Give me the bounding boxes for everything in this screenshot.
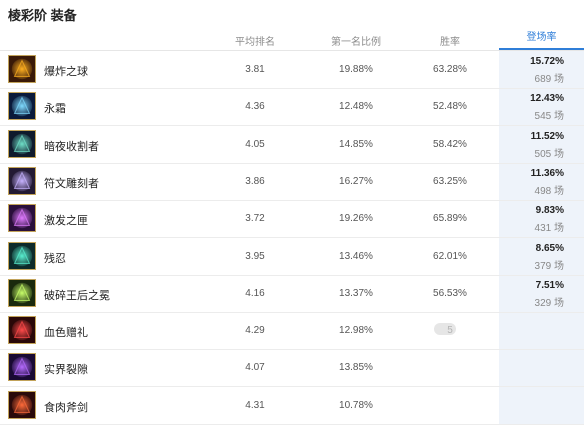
item-name[interactable]: 残忍 — [44, 252, 66, 265]
first-rate-value: 12.48% — [339, 101, 373, 113]
pick-rate-column-highlight — [499, 50, 584, 424]
realm-rift-icon — [8, 353, 36, 382]
games-count: 545 场 — [534, 111, 564, 123]
avg-rank-value: 4.36 — [245, 101, 265, 113]
first-rate-value: 13.85% — [339, 362, 373, 374]
first-rate-value: 19.26% — [339, 213, 373, 225]
games-count: 379 场 — [534, 260, 564, 272]
first-rate-value: 14.85% — [339, 138, 373, 150]
pick-rate-value: 11.36% — [530, 167, 564, 179]
table-row[interactable]: 破碎王后之冕 4.16 13.37% 56.53% 7.51% 329 场 — [0, 275, 584, 313]
games-count: 498 场 — [534, 185, 564, 197]
table-row[interactable]: 食肉斧剑 4.31 10.78% — [0, 387, 584, 425]
explosion-orb-icon — [8, 55, 36, 83]
pick-rate-value: 12.43% — [530, 93, 564, 105]
everfrost-icon — [8, 92, 36, 121]
table-header: 平均排名 第一名比例 胜率 登场率 — [0, 24, 584, 51]
item-name[interactable]: 破碎王后之冕 — [44, 289, 110, 302]
first-rate-value: 10.78% — [339, 399, 373, 411]
avg-rank-value: 4.31 — [245, 399, 265, 411]
pick-rate-value: 9.83% — [535, 205, 564, 217]
win-rate-value: 56.53% — [433, 287, 467, 299]
first-rate-value: 19.88% — [339, 64, 373, 75]
win-rate-value: 63.28% — [433, 64, 467, 75]
avg-rank-value: 4.07 — [245, 362, 265, 374]
pick-rate-value: 11.52% — [530, 130, 564, 142]
pick-rate-value: 8.65% — [535, 242, 564, 254]
avg-rank-value: 4.16 — [245, 287, 265, 299]
first-rate-value: 13.46% — [339, 250, 373, 262]
cruelty-icon — [8, 241, 36, 270]
item-name[interactable]: 激发之匣 — [44, 215, 88, 228]
item-name[interactable]: 实界裂隙 — [44, 364, 88, 377]
pick-rate-value: 15.72% — [530, 56, 564, 67]
avg-rank-value: 3.86 — [245, 175, 265, 187]
header-win-rate[interactable]: 胜率 — [440, 37, 460, 48]
games-count: 505 场 — [534, 148, 564, 160]
first-rate-value: 12.98% — [339, 325, 373, 337]
games-count: 329 场 — [534, 297, 564, 309]
pick-rate-value: 7.51% — [535, 279, 564, 291]
table-row[interactable]: 爆炸之球 3.81 19.88% 63.28% 15.72% 689 场 — [0, 51, 584, 89]
table-row[interactable]: 实界裂隙 4.07 13.85% — [0, 349, 584, 388]
table-row[interactable]: 符文雕刻者 3.86 16.27% 63.25% 11.36% 498 场 — [0, 163, 584, 201]
win-rate-value: 62.01% — [433, 250, 467, 262]
first-rate-value: 13.37% — [339, 287, 373, 299]
table-row[interactable]: 永霜 4.36 12.48% 52.48% 12.43% 545 场 — [0, 88, 584, 127]
avg-rank-value: 4.05 — [245, 138, 265, 150]
blood-gift-icon — [8, 316, 36, 345]
header-pick-rate[interactable]: 登场率 — [499, 24, 584, 50]
item-name[interactable]: 食肉斧剑 — [44, 401, 88, 414]
carnivore-axe-icon — [8, 390, 36, 419]
page-title: 棱彩阶 装备 — [8, 8, 77, 23]
avg-rank-value: 3.72 — [245, 213, 265, 225]
item-name[interactable]: 血色赠礼 — [44, 327, 88, 340]
runecarver-icon — [8, 166, 36, 195]
win-rate-value: 58.42% — [433, 138, 467, 150]
header-first-rate[interactable]: 第一名比例 — [331, 37, 381, 48]
radiant-box-icon — [8, 204, 36, 233]
shattered-crown-icon — [8, 278, 36, 307]
avg-rank-value: 3.95 — [245, 250, 265, 262]
win-rate-value: 65.89% — [433, 213, 467, 225]
table-row[interactable]: 暗夜收割者 4.05 14.85% 58.42% 11.52% 505 场 — [0, 126, 584, 164]
table-row[interactable]: 残忍 3.95 13.46% 62.01% 8.65% 379 场 — [0, 238, 584, 276]
first-rate-value: 16.27% — [339, 175, 373, 187]
win-rate-value: 63.25% — [433, 175, 467, 187]
item-name[interactable]: 爆炸之球 — [44, 66, 88, 78]
win-rate-value: 52.48% — [433, 101, 467, 113]
blurred-overlay — [434, 323, 456, 336]
item-name[interactable]: 暗夜收割者 — [44, 140, 99, 153]
avg-rank-value: 4.29 — [245, 325, 265, 337]
games-count: 431 场 — [534, 223, 564, 235]
table-row[interactable]: 激发之匣 3.72 19.26% 65.89% 9.83% 431 场 — [0, 200, 584, 239]
item-name[interactable]: 符文雕刻者 — [44, 177, 99, 190]
avg-rank-value: 3.81 — [245, 64, 265, 75]
header-avg-rank[interactable]: 平均排名 — [235, 37, 275, 48]
item-name[interactable]: 永霜 — [44, 103, 66, 116]
night-harvester-icon — [8, 129, 36, 158]
games-count: 689 场 — [534, 74, 564, 85]
